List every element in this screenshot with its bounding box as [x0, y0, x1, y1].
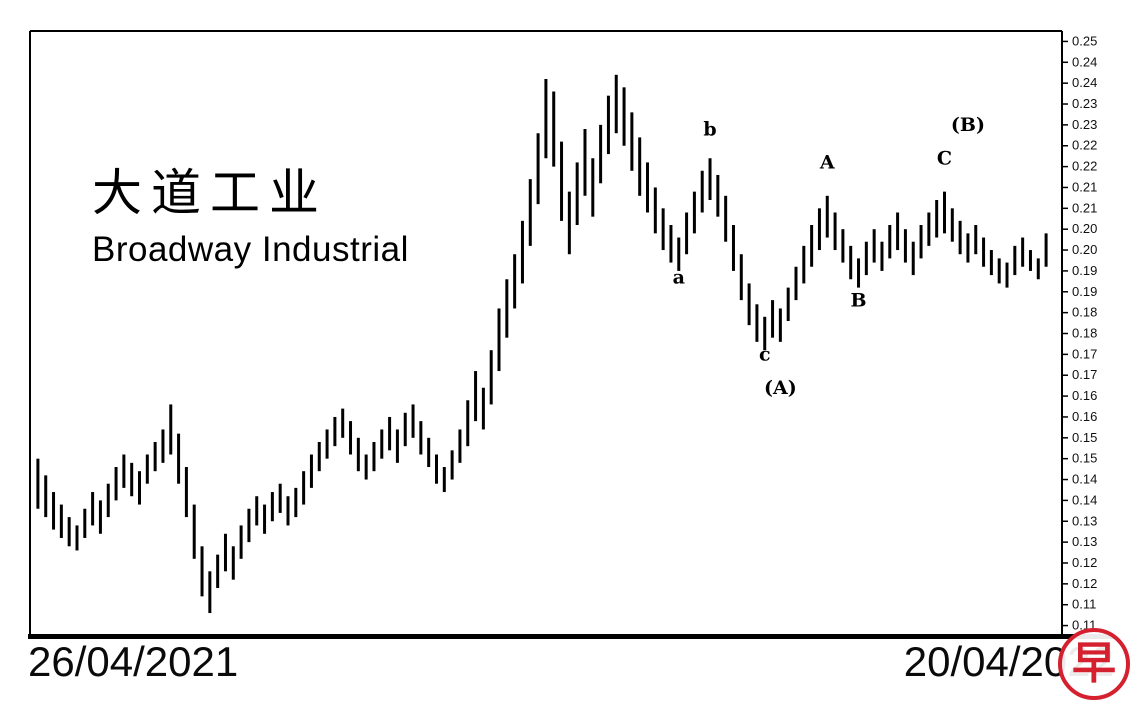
price-tick-label: 0.13: [1072, 534, 1097, 549]
wave-label-A: (A): [764, 377, 797, 399]
price-tick-label: 0.13: [1072, 513, 1097, 528]
price-tick-label: 0.18: [1072, 305, 1097, 320]
price-tick-label: 0.12: [1072, 576, 1097, 591]
wave-label-B: (B): [951, 114, 985, 136]
chart-title-block: 大道工业 Broadway Industrial: [92, 168, 409, 270]
price-tick-label: 0.22: [1072, 159, 1097, 174]
price-tick-label: 0.12: [1072, 555, 1097, 570]
price-tick-label: 0.20: [1072, 221, 1097, 236]
price-tick-label: 0.14: [1072, 492, 1097, 507]
price-tick-label: 0.23: [1072, 117, 1097, 132]
price-tick-label: 0.16: [1072, 409, 1097, 424]
price-tick-label: 0.22: [1072, 138, 1097, 153]
price-tick-label: 0.19: [1072, 263, 1097, 278]
price-tick-label: 0.15: [1072, 430, 1097, 445]
price-tick-label: 0.17: [1072, 367, 1097, 382]
price-tick-label: 0.23: [1072, 96, 1097, 111]
price-tick-label: 0.17: [1072, 346, 1097, 361]
price-tick-label: 0.19: [1072, 284, 1097, 299]
wave-label-B: B: [850, 289, 866, 311]
price-tick-label: 0.20: [1072, 242, 1097, 257]
wave-label-A: A: [819, 152, 835, 174]
wave-label-a: a: [673, 266, 685, 288]
wave-label-b: b: [703, 118, 716, 140]
chart-title-english: Broadway Industrial: [92, 230, 409, 269]
price-tick-label: 0.24: [1072, 54, 1097, 69]
price-tick-label: 0.14: [1072, 472, 1097, 487]
price-tick-label: 0.24: [1072, 75, 1097, 90]
price-tick-label: 0.16: [1072, 388, 1097, 403]
wave-label-C: C: [937, 148, 952, 170]
price-tick-label: 0.18: [1072, 326, 1097, 341]
price-tick-label: 0.25: [1072, 33, 1097, 48]
zaobao-logo: 早: [1058, 628, 1130, 700]
price-tick-label: 0.21: [1072, 179, 1097, 194]
x-axis-baseline: [28, 634, 1114, 639]
zaobao-logo-glyph: 早: [1072, 639, 1116, 688]
price-tick-label: 0.11: [1072, 597, 1096, 612]
wave-label-c: c: [759, 344, 771, 366]
price-tick-label: 0.21: [1072, 200, 1097, 215]
price-tick-label: 0.15: [1072, 451, 1097, 466]
chart-title-chinese: 大道工业: [92, 165, 328, 221]
x-axis-start-date: 26/04/2021: [28, 638, 239, 685]
